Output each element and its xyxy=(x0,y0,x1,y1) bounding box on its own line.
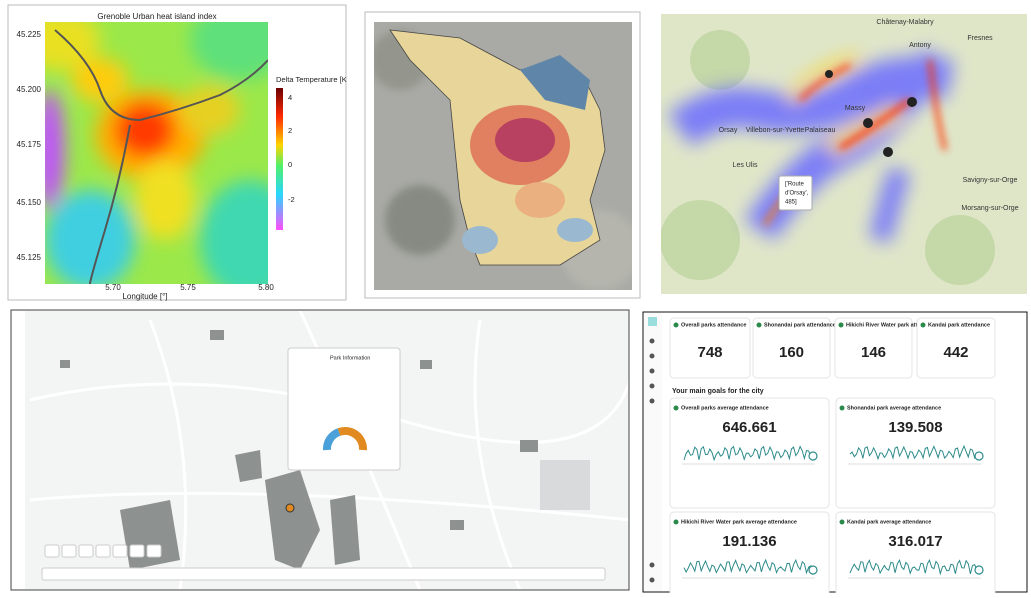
goal-card xyxy=(669,511,830,598)
tooltip-text: d'Orsay', xyxy=(785,191,809,197)
goal-marker xyxy=(808,451,818,461)
card-icon xyxy=(673,405,679,411)
card-label: Overall parks attendance xyxy=(681,322,746,328)
card-icon xyxy=(673,519,679,525)
card-icon xyxy=(920,322,926,328)
goal-label: Hikichi River Water park average attenda… xyxy=(681,519,797,525)
y-tick-label: 45.200 xyxy=(17,85,42,94)
card-label: Hikichi River Water park attendance xyxy=(846,322,940,328)
nav-icon[interactable] xyxy=(649,383,655,389)
park-map xyxy=(12,311,628,589)
goal-marker xyxy=(808,565,818,575)
tool-button[interactable] xyxy=(146,544,162,558)
logo xyxy=(648,317,657,326)
chart-title: Grenoble Urban heat island index xyxy=(97,12,216,21)
place-label: Fresnes xyxy=(967,35,993,42)
stat-card xyxy=(669,317,751,379)
goal-value: 316.017 xyxy=(888,533,942,550)
card-icon xyxy=(839,519,845,525)
place-label: Châtenay-Malabry xyxy=(876,19,934,26)
x-tick-label: 5.80 xyxy=(258,283,274,292)
card-value: 146 xyxy=(861,344,886,361)
goal-value: 191.136 xyxy=(722,533,776,550)
card-icon xyxy=(838,322,844,328)
place-label: Savigny-sur-Orge xyxy=(963,177,1018,184)
goal-value: 646.661 xyxy=(722,419,776,436)
y-tick-label: 45.150 xyxy=(17,198,42,207)
card-value: 748 xyxy=(697,344,722,361)
trend-line xyxy=(683,445,814,462)
tool-button[interactable] xyxy=(129,544,145,558)
goal-card xyxy=(835,397,996,509)
trend-line xyxy=(849,558,980,576)
place-label: Morsang-sur-Orge xyxy=(961,205,1018,212)
trend-line xyxy=(683,558,814,575)
sidebar xyxy=(644,313,662,591)
card-label: Shonandai park attendance xyxy=(764,322,836,328)
place-label: Les Ulis xyxy=(733,162,758,169)
tool-button[interactable] xyxy=(61,544,77,558)
heat-density-map xyxy=(661,14,1027,294)
card-value: 160 xyxy=(779,344,804,361)
y-tick-label: 45.125 xyxy=(17,253,42,262)
nav-icon[interactable] xyxy=(649,398,655,404)
goal-card xyxy=(835,511,996,598)
colorbar xyxy=(276,88,283,230)
goal-label: Shonandai park average attendance xyxy=(847,405,941,411)
colorbar-tick: -2 xyxy=(288,195,295,204)
place-label: Villebon-sur-Yvette xyxy=(746,127,805,134)
card-icon xyxy=(839,405,845,411)
zone-map xyxy=(374,22,632,290)
stat-card xyxy=(916,317,996,379)
colorbar-tick: 0 xyxy=(288,160,292,169)
y-tick-label: 45.225 xyxy=(17,30,42,39)
card-icon xyxy=(673,322,679,328)
nav-icon[interactable] xyxy=(649,338,655,344)
nav-icon[interactable] xyxy=(649,577,655,583)
goal-card xyxy=(669,397,830,509)
x-axis-label: Longitude [°] xyxy=(122,292,167,301)
colorbar-label: Delta Temperature [K xyxy=(276,75,347,84)
goal-label: Overall parks average attendance xyxy=(681,405,769,411)
popup-title: Park Information xyxy=(330,355,370,361)
nav-icon[interactable] xyxy=(649,353,655,359)
y-tick-label: 45.175 xyxy=(17,140,42,149)
place-label: Antony xyxy=(909,42,931,49)
stat-card xyxy=(752,317,831,379)
tooltip-text: 485] xyxy=(785,200,797,206)
timeline xyxy=(41,567,606,581)
stat-card xyxy=(834,317,913,379)
card-icon xyxy=(756,322,762,328)
x-tick-label: 5.70 xyxy=(105,283,121,292)
tool-button[interactable] xyxy=(112,544,128,558)
nav-icon[interactable] xyxy=(649,562,655,568)
card-label: Kandai park attendance xyxy=(928,322,990,328)
place-label: Massy xyxy=(845,105,866,112)
goal-value: 139.508 xyxy=(888,419,942,436)
x-tick-label: 5.75 xyxy=(180,283,196,292)
goal-marker xyxy=(974,565,984,575)
trend-line xyxy=(849,444,980,461)
tool-button[interactable] xyxy=(44,544,60,558)
tool-button[interactable] xyxy=(78,544,94,558)
card-value: 442 xyxy=(943,344,968,361)
nav-icon[interactable] xyxy=(649,368,655,374)
temperature-map xyxy=(45,22,268,284)
tool-button[interactable] xyxy=(95,544,111,558)
tooltip-box xyxy=(778,175,813,211)
colorbar-tick: 4 xyxy=(288,93,292,102)
section-heading: Your main goals for the city xyxy=(672,388,764,395)
tooltip-text: ['Route xyxy=(785,182,804,188)
goal-marker xyxy=(974,451,984,461)
place-label: Palaiseau xyxy=(805,127,836,134)
place-label: Orsay xyxy=(719,127,738,134)
goal-label: Kandai park average attendance xyxy=(847,519,931,525)
info-popup xyxy=(287,347,401,471)
colorbar-tick: 2 xyxy=(288,126,292,135)
